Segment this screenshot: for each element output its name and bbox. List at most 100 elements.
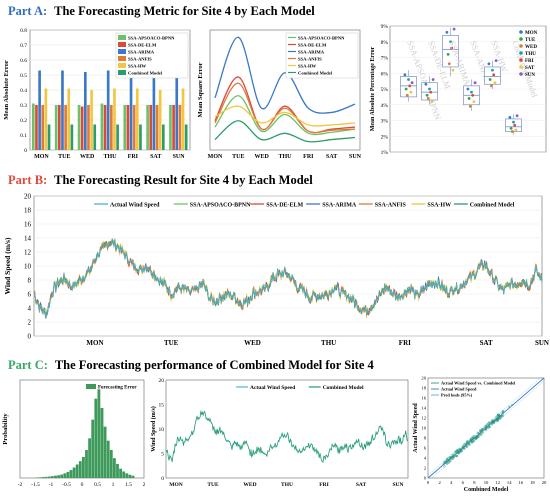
- legend-swatch: [118, 63, 126, 68]
- box-point: [425, 83, 428, 86]
- legend-label: SSA-APSOACO-BPNN: [128, 36, 175, 41]
- box-point: [426, 94, 429, 97]
- bar: [133, 105, 136, 150]
- hist-bar: [70, 470, 73, 478]
- hist-bar: [116, 464, 119, 478]
- hist-bar: [60, 475, 63, 479]
- legend-label: SSA-ARIMA: [128, 50, 155, 55]
- mape-chart: 1%2%3%4%5%6%7%8%9%Mean Absolute Percenta…: [368, 20, 550, 170]
- x-tick-label: -2: [18, 482, 23, 488]
- y-tick-label: 6: [28, 291, 32, 299]
- y-tick-label: 12: [421, 416, 426, 421]
- plot-area: [166, 380, 408, 478]
- x-tick-label: -1.5: [31, 482, 40, 488]
- hist-bar: [125, 473, 128, 478]
- y-tick-label: 18: [24, 207, 32, 215]
- y-tick-label: 0.8: [20, 28, 27, 34]
- box-point: [473, 100, 476, 103]
- y-tick-label: 5%: [381, 87, 389, 93]
- legend-swatch: [118, 35, 126, 40]
- y-tick-label: 10: [421, 426, 426, 431]
- part-b-title: Part B: The Forecasting Result for Site …: [8, 173, 313, 188]
- legend-label: MON: [525, 31, 538, 36]
- hist-bar: [132, 476, 135, 478]
- box-point: [494, 81, 497, 84]
- y-tick-label: 0: [24, 148, 27, 154]
- y-tick-label: 0: [161, 476, 164, 482]
- box-point: [515, 129, 518, 132]
- y-tick-label: 16: [421, 396, 426, 401]
- hist-bar: [79, 461, 82, 478]
- legend-label: Pred bnds (95%): [441, 393, 473, 398]
- box-point: [408, 84, 411, 87]
- bar: [136, 89, 139, 151]
- legend-label: Forecasting Error: [98, 386, 137, 391]
- y-tick-label: 2%: [381, 134, 389, 140]
- y-tick-label: 10: [24, 263, 32, 271]
- x-tick-label: FRI: [319, 482, 328, 488]
- bar: [48, 125, 51, 151]
- bar: [179, 105, 182, 150]
- bar: [107, 71, 110, 151]
- box-point: [474, 81, 477, 84]
- box-point: [516, 114, 519, 117]
- bar: [84, 72, 87, 150]
- legend-label: SAT: [525, 66, 535, 71]
- box-point: [469, 105, 472, 108]
- legend-label: SSA-ANFIS: [298, 57, 322, 62]
- scatter-chart: 0022446688101012121414161618182020Combin…: [412, 372, 550, 495]
- bar: [153, 71, 156, 151]
- bar: [41, 105, 44, 150]
- box-point: [510, 127, 513, 130]
- bar: [67, 89, 70, 151]
- x-tick-label: WED: [254, 154, 269, 160]
- x-tick-label: 4: [450, 480, 453, 485]
- y-tick-label: 0.4: [20, 88, 27, 94]
- legend-swatch: [519, 44, 523, 48]
- x-tick-label: MON: [169, 482, 182, 488]
- hist-bar: [63, 473, 66, 478]
- legend-label: Combined Model: [323, 385, 364, 391]
- box-point: [431, 100, 434, 103]
- x-tick-label: SAT: [326, 154, 337, 160]
- legend-label: Actual Wind Speed: [441, 387, 477, 392]
- y-tick-label: 0: [28, 333, 32, 341]
- legend-label: Combined Model: [298, 71, 333, 76]
- box-point: [428, 88, 431, 91]
- legend-label: Combined Model: [128, 71, 163, 76]
- x-tick-label: THU: [321, 339, 336, 347]
- legend-swatch: [519, 30, 523, 34]
- box-point: [427, 97, 430, 100]
- bar: [81, 107, 84, 151]
- y-tick-label: 15: [159, 403, 165, 409]
- x-tick-label: THU: [278, 154, 292, 160]
- y-axis-label: Probability: [2, 413, 9, 445]
- x-tick-label: 12: [495, 480, 500, 485]
- x-tick-label: TUE: [58, 154, 70, 160]
- hist-bar: [51, 476, 54, 478]
- y-axis-label: Wind Speed (m/s): [3, 237, 12, 294]
- legend-label: SSA-HW: [427, 203, 451, 209]
- hist-bar: [54, 476, 57, 478]
- y-tick-label: 2: [424, 466, 427, 471]
- legend-label: Actual Wind Speed: [110, 203, 160, 209]
- bar: [64, 105, 67, 150]
- box-point: [468, 97, 471, 100]
- y-axis-label: Wind Speed (m/s): [150, 406, 157, 452]
- x-tick-label: 2: [438, 480, 441, 485]
- bar: [123, 105, 126, 150]
- x-tick-label: SAT: [356, 482, 367, 488]
- legend-swatch: [519, 72, 523, 76]
- x-tick-label: TUE: [232, 154, 244, 160]
- bar: [175, 72, 178, 150]
- legend-label: SSA-DE-ELM: [128, 43, 157, 48]
- legend-swatch: [519, 37, 523, 41]
- x-tick-label: 2: [143, 482, 146, 488]
- bar: [35, 105, 38, 150]
- y-tick-label: 9%: [381, 24, 389, 30]
